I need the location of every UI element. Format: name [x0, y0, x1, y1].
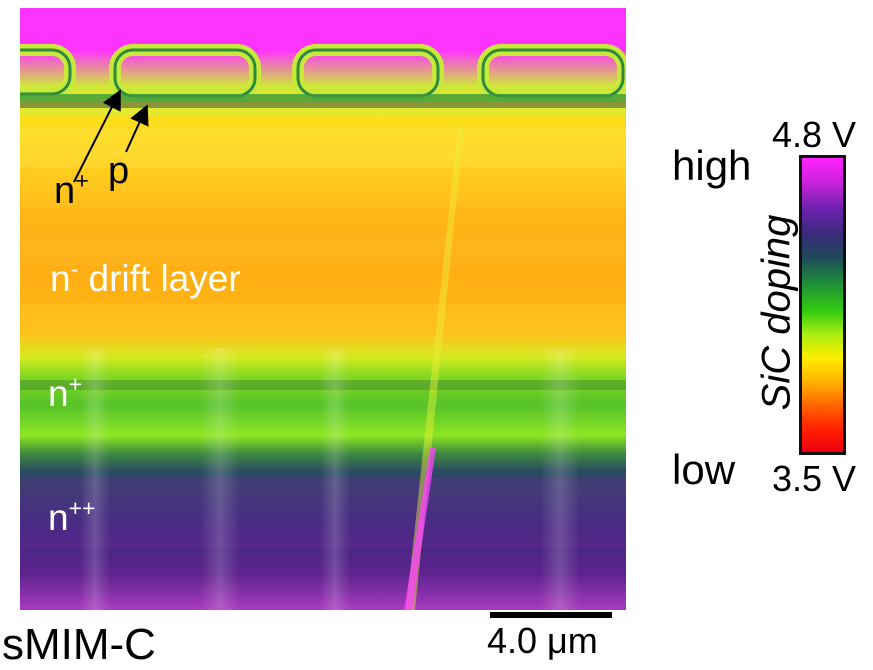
scale-bar: [490, 612, 612, 618]
colorbar-max-value: 4.8 V: [772, 114, 857, 155]
arrow-p: [125, 104, 149, 153]
label-drift-layer: n- drift layer: [50, 255, 241, 299]
colorbar-axis-title: SiC doping: [754, 214, 799, 411]
label-n-plus-buffer: n+: [48, 370, 82, 414]
scale-bar-label: 4.0 μm: [487, 620, 598, 661]
label-n-plus-plus-substrate: n++: [48, 494, 96, 538]
image-caption: sMIM-C: [2, 620, 156, 669]
arrow-n-plus: [73, 89, 121, 183]
colorbar-high-label: high: [672, 142, 752, 189]
label-p-well: p: [108, 150, 130, 192]
colorbar-min-value: 3.5 V: [772, 458, 857, 499]
label-n-plus-surface: n+: [54, 167, 89, 212]
doping-colorbar: [799, 155, 846, 455]
colorbar-low-label: low: [672, 446, 736, 493]
smim-micrograph: [20, 8, 626, 610]
micrograph-image: [20, 8, 626, 610]
